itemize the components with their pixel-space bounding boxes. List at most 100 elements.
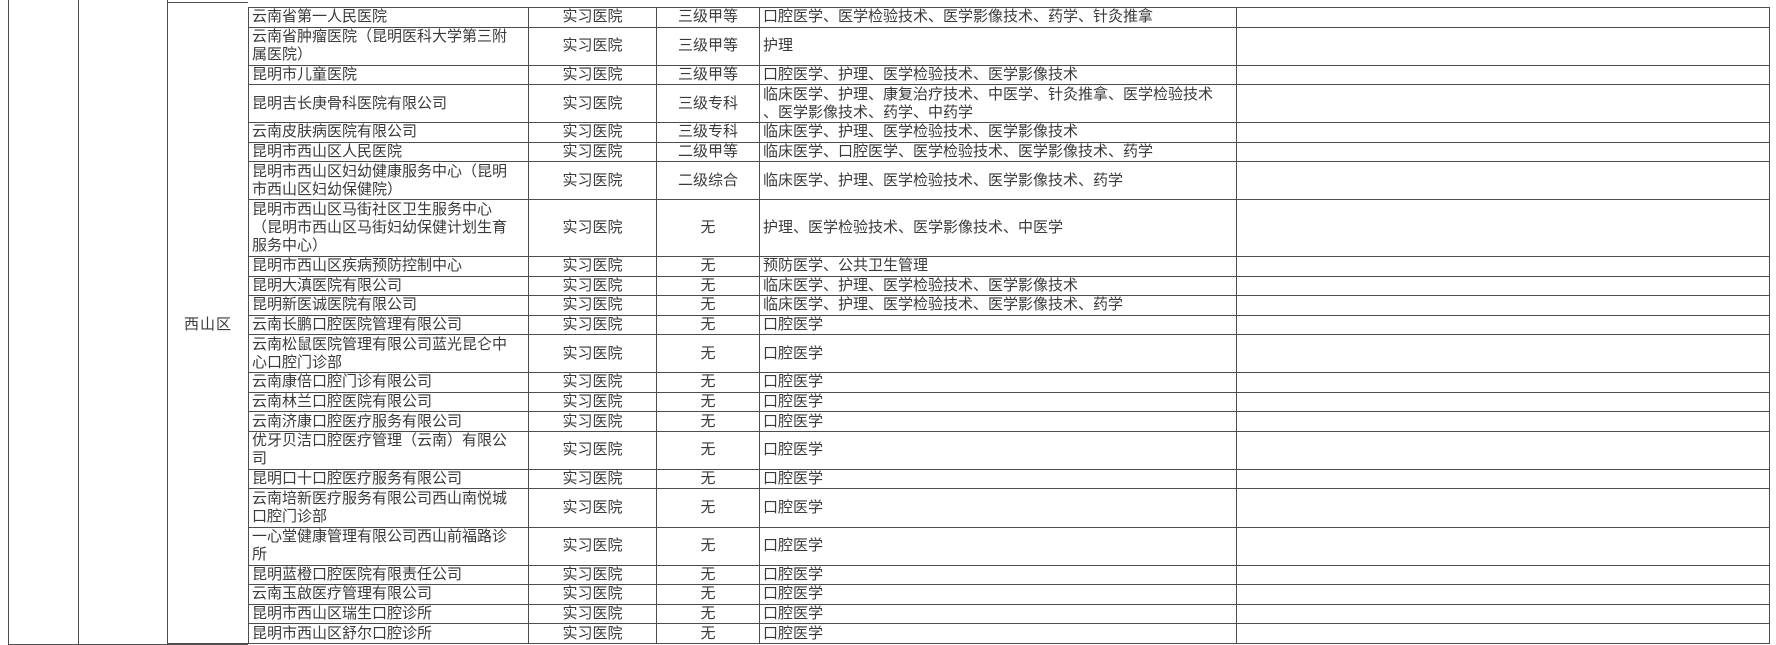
hospital-name-cell: 昆明市西山区马街社区卫生服务中心（昆明市西山区马街妇幼保健计划生育服务中心） xyxy=(248,199,529,257)
hospital-type-cell: 实习医院 xyxy=(528,372,657,393)
hospital-grade-cell: 三级甲等 xyxy=(656,64,760,86)
table-row: 昆明口十口腔医疗服务有限公司 实习医院无口腔医学 xyxy=(248,468,1770,490)
hospital-type-cell: 实习医院 xyxy=(528,584,657,605)
hospital-type-cell: 实习医院 xyxy=(528,391,657,413)
table-row: 云南玉啟医疗管理有限公司 实习医院无口腔医学 xyxy=(248,584,1770,605)
hospital-name-cell: 昆明市西山区人民医院 xyxy=(248,141,529,163)
hospital-name-cell: 优牙贝洁口腔医疗管理（云南）有限公司 xyxy=(248,430,529,470)
hospital-name-cell: 昆明吉长庚骨科医院有限公司 xyxy=(248,84,529,124)
note-cell xyxy=(1236,275,1770,297)
hospital-name-cell: 昆明市西山区妇幼健康服务中心（昆明市西山区妇幼保健院） xyxy=(248,161,529,201)
hospital-type-cell: 实习医院 xyxy=(528,411,657,432)
hospital-grade-cell: 无 xyxy=(656,275,760,297)
hospital-type-cell: 实习医院 xyxy=(528,84,657,124)
hospital-type-cell: 实习医院 xyxy=(528,141,657,163)
note-cell xyxy=(1236,468,1770,490)
hospital-type-cell: 实习医院 xyxy=(528,122,657,143)
hospital-name-cell: 云南省肿瘤医院（昆明医科大学第三附属医院） xyxy=(248,26,529,66)
hospital-grade-cell: 无 xyxy=(656,391,760,413)
hospital-grade-cell: 无 xyxy=(656,603,760,625)
hospital-name-cell: 云南林兰口腔医院有限公司 xyxy=(248,391,529,413)
hospital-name-cell: 云南省第一人民医院 xyxy=(248,7,529,28)
table-row: 一心堂健康管理有限公司西山前福路诊所 实习医院无口腔医学 xyxy=(248,526,1770,566)
hospital-name-cell: 云南皮肤病医院有限公司 xyxy=(248,122,529,143)
table-gridline-left-inner xyxy=(78,0,79,644)
hospital-name-cell: 昆明市儿童医院 xyxy=(248,64,529,86)
hospital-name-cell: 云南玉啟医疗管理有限公司 xyxy=(248,584,529,605)
hospital-type-cell: 实习医院 xyxy=(528,275,657,297)
table-row: 昆明蓝橙口腔医院有限责任公司 实习医院无口腔医学 xyxy=(248,564,1770,586)
table-row: 云南长鹏口腔医院管理有限公司 实习医院无口腔医学 xyxy=(248,314,1770,336)
note-cell xyxy=(1236,411,1770,432)
hospital-grade-cell: 无 xyxy=(656,255,760,277)
hospital-grade-cell: 三级甲等 xyxy=(656,7,760,28)
note-cell xyxy=(1236,84,1770,124)
hospital-type-cell: 实习医院 xyxy=(528,603,657,625)
hospital-name-cell: 昆明市西山区疾病预防控制中心 xyxy=(248,255,529,277)
hospital-type-cell: 实习医院 xyxy=(528,564,657,586)
specialties-cell: 口腔医学 xyxy=(759,584,1237,605)
hospital-type-cell: 实习医院 xyxy=(528,26,657,66)
hospital-type-cell: 实习医院 xyxy=(528,430,657,470)
specialties-cell: 口腔医学 xyxy=(759,623,1237,644)
note-cell xyxy=(1236,603,1770,625)
specialties-cell: 临床医学、护理、医学检验技术、医学影像技术、药学 xyxy=(759,295,1237,316)
table-row: 昆明市西山区妇幼健康服务中心（昆明市西山区妇幼保健院） 实习医院 二级综合 临床医学、… xyxy=(248,161,1770,201)
specialties-cell: 护理 xyxy=(759,26,1237,66)
specialties-cell: 预防医学、公共卫生管理 xyxy=(759,255,1237,277)
specialties-cell: 护理、医学检验技术、医学影像技术、中医学 xyxy=(759,199,1237,257)
specialties-cell: 口腔医学 xyxy=(759,526,1237,566)
specialties-cell: 口腔医学 xyxy=(759,430,1237,470)
hospital-grade-cell: 无 xyxy=(656,430,760,470)
note-cell xyxy=(1236,430,1770,470)
hospital-grade-cell: 三级专科 xyxy=(656,84,760,124)
hospital-grade-cell: 无 xyxy=(656,488,760,528)
table-row: 优牙贝洁口腔医疗管理（云南）有限公司 实习医院无口腔医学 xyxy=(248,430,1770,470)
note-cell xyxy=(1236,295,1770,316)
hospital-table: 云南省第一人民医院 实习医院 三级甲等 口腔医学、医学检验技术、医学影像技术、药学、针… xyxy=(248,7,1770,644)
table-row: 云南培新医疗服务有限公司西山南悦城口腔门诊部 实习医院无口腔医学 xyxy=(248,488,1770,528)
table-row: 昆明市儿童医院 实习医院 三级甲等 口腔医学、护理、医学检验技术、医学影像技术 xyxy=(248,64,1770,86)
hospital-grade-cell: 三级专科 xyxy=(656,122,760,143)
table-row: 昆明市西山区舒尔口腔诊所 实习医院无口腔医学 xyxy=(248,623,1770,644)
note-cell xyxy=(1236,161,1770,201)
note-cell xyxy=(1236,334,1770,374)
hospital-name-cell: 昆明市西山区瑞生口腔诊所 xyxy=(248,603,529,625)
hospital-name-cell: 云南培新医疗服务有限公司西山南悦城口腔门诊部 xyxy=(248,488,529,528)
specialties-cell: 临床医学、护理、医学检验技术、医学影像技术 xyxy=(759,122,1237,143)
specialties-cell: 临床医学、护理、医学检验技术、医学影像技术 xyxy=(759,275,1237,297)
specialties-cell: 口腔医学、护理、医学检验技术、医学影像技术 xyxy=(759,64,1237,86)
hospital-type-cell: 实习医院 xyxy=(528,199,657,257)
hospital-type-cell: 实习医院 xyxy=(528,7,657,28)
table-row: 昆明大滇医院有限公司 实习医院无临床医学、护理、医学检验技术、医学影像技术 xyxy=(248,275,1770,297)
hospital-grade-cell: 无 xyxy=(656,372,760,393)
hospital-grade-cell: 二级综合 xyxy=(656,161,760,201)
note-cell xyxy=(1236,314,1770,336)
table-row: 云南林兰口腔医院有限公司 实习医院无口腔医学 xyxy=(248,391,1770,413)
specialties-cell: 口腔医学 xyxy=(759,411,1237,432)
note-cell xyxy=(1236,255,1770,277)
table-row: 昆明吉长庚骨科医院有限公司 实习医院 三级专科 临床医学、护理、康复治疗技术、中医学、… xyxy=(248,84,1770,124)
note-cell xyxy=(1236,141,1770,163)
hospital-type-cell: 实习医院 xyxy=(528,526,657,566)
hospital-name-cell: 昆明市西山区舒尔口腔诊所 xyxy=(248,623,529,644)
hospital-name-cell: 昆明口十口腔医疗服务有限公司 xyxy=(248,468,529,490)
hospital-table-body: 云南省第一人民医院 实习医院 三级甲等 口腔医学、医学检验技术、医学影像技术、药学、针… xyxy=(248,7,1770,644)
specialties-cell: 临床医学、护理、医学检验技术、医学影像技术、药学 xyxy=(759,161,1237,201)
table-row: 云南省第一人民医院 实习医院 三级甲等 口腔医学、医学检验技术、医学影像技术、药学、针… xyxy=(248,7,1770,28)
table-row: 云南康倍口腔门诊有限公司 实习医院无口腔医学 xyxy=(248,372,1770,393)
hospital-type-cell: 实习医院 xyxy=(528,64,657,86)
table-row: 云南省肿瘤医院（昆明医科大学第三附属医院） 实习医院 三级甲等 护理 xyxy=(248,26,1770,66)
note-cell xyxy=(1236,122,1770,143)
hospital-type-cell: 实习医院 xyxy=(528,161,657,201)
specialties-cell: 口腔医学 xyxy=(759,314,1237,336)
hospital-grade-cell: 无 xyxy=(656,334,760,374)
specialties-cell: 临床医学、护理、康复治疗技术、中医学、针灸推拿、医学检验技术、医学影像技术、药学… xyxy=(759,84,1237,124)
hospital-name-cell: 一心堂健康管理有限公司西山前福路诊所 xyxy=(248,526,529,566)
table-row: 昆明市西山区瑞生口腔诊所 实习医院无口腔医学 xyxy=(248,603,1770,625)
table-row: 昆明市西山区马街社区卫生服务中心（昆明市西山区马街妇幼保健计划生育服务中心） 实习… xyxy=(248,199,1770,257)
table-gridline-left-outer xyxy=(8,0,9,644)
hospital-type-cell: 实习医院 xyxy=(528,488,657,528)
hospital-name-cell: 昆明大滇医院有限公司 xyxy=(248,275,529,297)
hospital-type-cell: 实习医院 xyxy=(528,295,657,316)
